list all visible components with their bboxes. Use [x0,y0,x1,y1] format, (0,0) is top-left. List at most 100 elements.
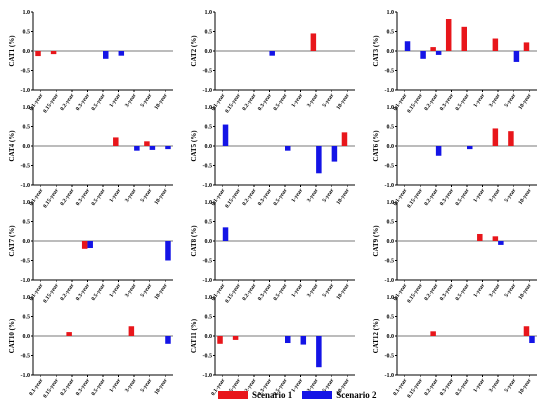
bar-scenario-1 [66,332,72,336]
bar-scenario-2 [316,336,322,368]
y-tick-label: 1.0 [23,200,31,206]
x-tick-label: 0.3-year [439,92,455,112]
x-tick-label: 0.1-year [28,282,44,302]
y-axis-label: CAT6 (%) [372,130,380,162]
y-tick-label: 0.5 [205,315,213,321]
y-tick-label: 1.0 [387,10,395,16]
y-axis-label: CAT5 (%) [190,130,198,162]
x-tick-label: 0.15-year [406,377,424,399]
chart-panel-8: 1.0 0.5 0.0 -0.5 -1.0 CAT8 (%) 0.1-year0.15-ye… [190,200,355,304]
x-tick-label: 0.2-year [59,282,75,302]
y-axis-label: CAT10 (%) [8,318,16,353]
x-tick-label: 5-year [504,282,518,298]
bar-scenario-2 [498,241,504,245]
y-tick-label: 0.5 [23,220,31,226]
x-tick-label: 0.15-year [406,282,424,304]
y-tick-label: -1.0 [385,278,395,284]
y-tick-label: -0.5 [21,259,31,265]
y-tick-label: 0.0 [23,49,31,55]
y-tick-label: -0.5 [385,354,395,360]
y-tick-label: 0.0 [23,239,31,245]
chart-panel-2: 1.0 0.5 0.0 -0.5 -1.0 CAT2 (%) 0.1-year0.15-ye… [190,10,355,114]
legend-item-scenario-1: Scenario 1 [218,390,292,400]
x-tick-label: 0.5-year [273,282,289,302]
chart-panel-4: 1.0 0.5 0.0 -0.5 -1.0 CAT4 (%) 0.1-year0.15-ye… [8,105,173,209]
bar-scenario-1 [445,19,452,51]
x-tick-label: 5-year [322,282,336,298]
bar-scenario-2 [467,146,473,150]
x-tick-label: 10-year [154,187,170,206]
y-tick-label: -1.0 [203,373,213,379]
y-axis-label: CAT3 (%) [372,35,380,67]
y-tick-label: -0.5 [203,164,213,170]
x-tick-label: 10-year [518,92,534,111]
bar-scenario-2 [103,51,109,59]
x-tick-label: 3-year [488,187,502,203]
x-tick-label: 0.15-year [224,92,242,114]
y-tick-label: 0.0 [23,144,31,150]
x-tick-label: 0.3-year [439,282,455,302]
y-axis-label: CAT12 (%) [372,318,380,353]
x-tick-label: 0.2-year [59,377,75,397]
bar-scenario-1 [508,131,514,146]
bar-scenario-2 [118,51,125,56]
x-tick-label: 0.3-year [257,92,273,112]
y-tick-label: -0.5 [203,354,213,360]
x-tick-label: 0.15-year [224,282,242,304]
y-tick-label: 1.0 [387,200,395,206]
x-tick-label: 0.3-year [439,377,455,397]
bar-scenario-1 [144,141,150,146]
bar-scenario-2 [87,241,93,249]
x-tick-label: 0.1-year [392,282,408,302]
x-tick-label: 0.1-year [392,377,408,397]
x-tick-label: 1-year [291,92,305,108]
x-tick-label: 0.5-year [91,282,107,302]
x-tick-label: 0.2-year [423,282,439,302]
y-tick-label: 1.0 [23,105,31,111]
y-tick-label: -0.5 [385,164,395,170]
x-tick-label: 5-year [140,92,154,108]
x-tick-label: 0.15-year [42,187,60,209]
bar-scenario-2 [331,146,338,162]
y-tick-label: 1.0 [23,10,31,16]
x-tick-label: 5-year [322,187,336,203]
x-tick-label: 0.2-year [423,187,439,207]
chart-panel-5: 1.0 0.5 0.0 -0.5 -1.0 CAT5 (%) 0.1-year0.15-ye… [190,105,355,209]
bar-scenario-2 [134,146,140,151]
y-tick-label: -1.0 [21,278,31,284]
x-tick-label: 0.5-year [455,92,471,112]
bar-scenario-2 [285,146,291,151]
x-tick-label: 1-year [109,187,123,203]
x-tick-label: 0.15-year [42,92,60,114]
bar-scenario-1 [523,42,530,51]
x-tick-label: 1-year [109,282,123,298]
x-tick-label: 5-year [140,377,154,393]
bar-scenario-1 [477,233,483,241]
x-tick-label: 0.2-year [241,187,257,207]
x-tick-label: 0.3-year [75,92,91,112]
x-tick-label: 0.1-year [392,187,408,207]
x-tick-label: 0.5-year [455,187,471,207]
x-tick-label: 5-year [504,187,518,203]
x-tick-label: 0.5-year [455,282,471,302]
x-tick-label: 10-year [336,282,352,301]
x-tick-label: 0.2-year [423,377,439,397]
bar-scenario-2 [435,51,442,55]
y-tick-label: -1.0 [21,88,31,94]
bar-scenario-1 [113,137,119,146]
y-tick-label: 0.0 [205,144,213,150]
bar-scenario-2 [149,146,156,150]
x-tick-label: 1-year [473,187,487,203]
y-tick-label: 1.0 [387,105,395,111]
y-tick-label: 0.5 [387,30,395,36]
y-tick-label: -0.5 [385,259,395,265]
bar-scenario-2 [285,336,291,344]
chart-panel-10: 1.0 0.5 0.0 -0.5 -1.0 CAT10 (%) 0.1-year0.15-y… [8,295,173,399]
bar-scenario-1 [492,38,499,51]
x-tick-label: 0.15-year [406,92,424,114]
y-tick-label: -1.0 [385,183,395,189]
bar-scenario-1 [492,128,499,146]
y-tick-label: 0.5 [23,315,31,321]
bar-scenario-2 [316,146,322,174]
